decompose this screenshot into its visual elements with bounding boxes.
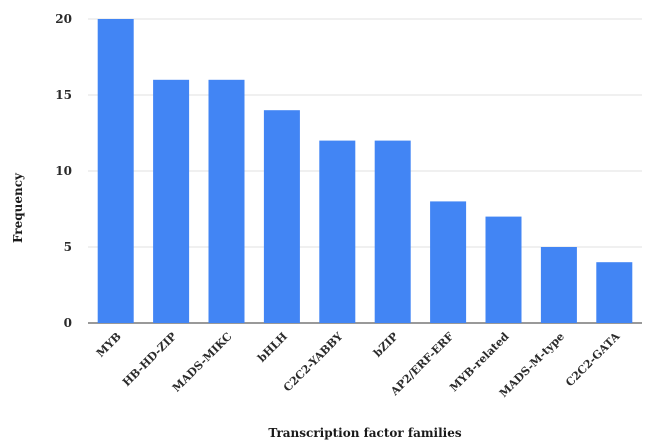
bar	[97, 19, 134, 323]
y-axis-title: Frequency	[11, 172, 25, 243]
y-tick-label: 20	[55, 12, 72, 26]
x-tick-label: MADS-MIKC	[170, 330, 235, 395]
x-tick-label: HB-HD-ZIP	[120, 330, 179, 389]
x-tick-label: MYB	[94, 330, 124, 360]
y-tick-label: 15	[55, 88, 72, 102]
x-axis-title: Transcription factor families	[268, 426, 461, 440]
bar	[540, 247, 577, 323]
y-tick-label: 10	[55, 164, 72, 178]
bar	[208, 79, 245, 323]
y-axis-ticks: 0 5 10 15 20	[55, 12, 72, 330]
bar	[485, 216, 522, 323]
y-tick-label: 0	[64, 316, 72, 330]
bars	[97, 19, 633, 323]
x-tick-label: C2C2-GATA	[563, 330, 623, 390]
bar	[374, 140, 411, 323]
bar	[153, 79, 190, 323]
bar	[596, 262, 633, 323]
x-tick-label: bZIP	[371, 330, 401, 360]
bar	[319, 140, 356, 323]
y-tick-label: 5	[64, 240, 72, 254]
x-tick-label: C2C2-YABBY	[281, 330, 346, 395]
x-tick-label: bHLH	[255, 330, 290, 365]
bar	[263, 110, 300, 323]
bar	[430, 201, 467, 323]
